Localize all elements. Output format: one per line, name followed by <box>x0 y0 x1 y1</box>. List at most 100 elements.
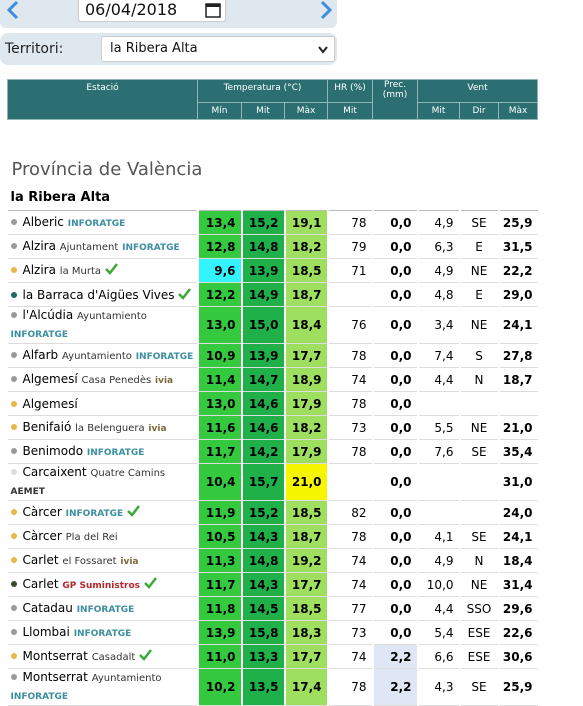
station-name: Alberic <box>22 214 64 229</box>
station-cell: Benifaió la Belenguera ivia <box>7 415 198 440</box>
station-logo: INFORATGE <box>10 692 69 702</box>
status-dot <box>10 266 17 273</box>
value-cell: E <box>458 282 499 307</box>
value-cell: SSO <box>458 596 499 621</box>
value-cell: 0,0 <box>371 367 418 392</box>
value-cell: ESE <box>458 620 499 645</box>
value-cell: 4,3 <box>416 668 460 706</box>
value-cell: SE <box>458 439 499 464</box>
territory-select[interactable]: la Ribera Alta <box>101 36 335 62</box>
value-cell: 15,2 <box>240 210 285 235</box>
station-row: Càrcer INFORATGE 11,9 15,2 18,5 82 0,0 24,0 <box>7 500 538 525</box>
value-cell: 76 <box>326 306 373 344</box>
value-cell: 14,6 <box>240 415 285 440</box>
station-cell: Carcaixent Quatre Camins AEMET <box>7 463 198 501</box>
value-cell: 15,8 <box>240 620 285 645</box>
value-cell: 24,0 <box>497 500 538 525</box>
station-row: Carcaixent Quatre Camins AEMET 10,4 15,7 21… <box>7 463 538 501</box>
value-cell: 0,0 <box>371 500 418 525</box>
value-cell: E <box>458 234 499 259</box>
value-cell: 18,3 <box>283 620 328 645</box>
value-cell: SE <box>458 210 499 235</box>
station-logo: INFORATGE <box>86 447 145 458</box>
station-row: Carlet GP Suministros 11,7 14,3 17,7 74 0,0 1… <box>7 572 538 597</box>
value-cell: 21,0 <box>283 463 328 501</box>
status-dot <box>10 532 17 539</box>
station-name: Algemesí <box>22 396 78 411</box>
header-wind: Vent <box>417 79 539 103</box>
station-name: la Barraca d'Aigües Vives <box>22 287 175 302</box>
header-station: Estació <box>7 79 198 120</box>
station-logo: INFORATGE <box>76 604 135 615</box>
station-place: Pla del Rei <box>65 531 118 543</box>
station-cell: l'Alcúdia Ayuntamiento INFORATGE <box>7 306 198 344</box>
value-cell: 0,0 <box>371 282 418 307</box>
value-cell: 74 <box>326 367 373 392</box>
value-cell: 0,0 <box>371 620 418 645</box>
status-dot <box>10 469 17 475</box>
status-dot <box>10 674 17 680</box>
value-cell: 78 <box>326 210 373 235</box>
value-cell: 0,0 <box>371 210 418 235</box>
value-cell: 17,7 <box>283 343 328 368</box>
value-cell: 0,0 <box>371 439 418 464</box>
value-cell: 4,9 <box>416 548 460 573</box>
calendar-icon[interactable] <box>205 2 221 18</box>
value-cell: SE <box>458 668 499 706</box>
value-cell: 11,7 <box>196 572 242 597</box>
value-cell: 13,9 <box>196 620 242 645</box>
value-cell: 25,9 <box>497 668 538 706</box>
value-cell: NE <box>458 306 499 344</box>
station-name: Carlet <box>22 576 59 591</box>
station-cell: Catadau INFORATGE <box>7 596 198 621</box>
value-cell: 13,4 <box>196 210 242 235</box>
value-cell: 31,0 <box>497 463 538 501</box>
station-row: la Barraca d'Aigües Vives 12,2 14,9 18,7 0,… <box>7 282 538 307</box>
value-cell: 78 <box>326 524 373 549</box>
value-cell: 15,7 <box>240 463 285 501</box>
value-cell: 0,0 <box>371 524 418 549</box>
value-cell: 6,3 <box>416 234 460 259</box>
next-day[interactable] <box>318 0 334 22</box>
value-cell: 0,0 <box>371 391 418 416</box>
status-dot <box>10 375 17 382</box>
station-logo: ivia <box>148 423 167 434</box>
value-cell: 14,2 <box>240 439 285 464</box>
value-cell: 74 <box>326 548 373 573</box>
value-cell: NE <box>458 572 499 597</box>
station-row: Alfarb Ayuntamiento INFORATGE 10,9 13,9 17,… <box>7 343 538 368</box>
value-cell: 79 <box>326 234 373 259</box>
value-cell: 78 <box>326 439 373 464</box>
value-cell: 14,6 <box>240 391 285 416</box>
date-input[interactable]: 06/04/2018 <box>78 0 226 22</box>
value-cell: 11,4 <box>196 367 242 392</box>
value-cell: 0,0 <box>371 596 418 621</box>
status-dot <box>10 447 17 454</box>
value-cell: 4,4 <box>416 596 460 621</box>
check-icon <box>178 287 192 300</box>
station-cell: Carlet el Fossaret ivia <box>7 548 198 573</box>
value-cell: 24,1 <box>497 306 538 344</box>
station-cell: Càrcer INFORATGE <box>7 500 198 525</box>
station-name: Llombai <box>22 624 70 639</box>
value-cell: 9,6 <box>196 258 242 283</box>
status-dot <box>10 400 17 407</box>
value-cell: NE <box>458 258 499 283</box>
header-precipitation: Prec. (mm) <box>372 79 419 120</box>
value-cell: 11,9 <box>196 500 242 525</box>
status-dot <box>10 556 17 563</box>
value-cell: 11,7 <box>196 439 242 464</box>
region-row: la Ribera Alta <box>7 184 538 211</box>
value-cell: 18,7 <box>283 282 328 307</box>
station-row: Carlet el Fossaret ivia 11,3 14,8 19,2 74 0,0… <box>7 548 538 573</box>
value-cell: 31,5 <box>497 234 538 259</box>
station-logo: INFORATGE <box>65 508 124 519</box>
value-cell: 17,7 <box>283 572 328 597</box>
value-cell <box>497 391 538 416</box>
value-cell: 0,0 <box>371 463 418 501</box>
value-cell: 13,9 <box>240 343 285 368</box>
value-cell: 0,0 <box>371 306 418 344</box>
station-name: Algemesí <box>22 371 78 386</box>
header-sub: Màx <box>498 102 539 120</box>
prev-day[interactable] <box>5 0 21 22</box>
